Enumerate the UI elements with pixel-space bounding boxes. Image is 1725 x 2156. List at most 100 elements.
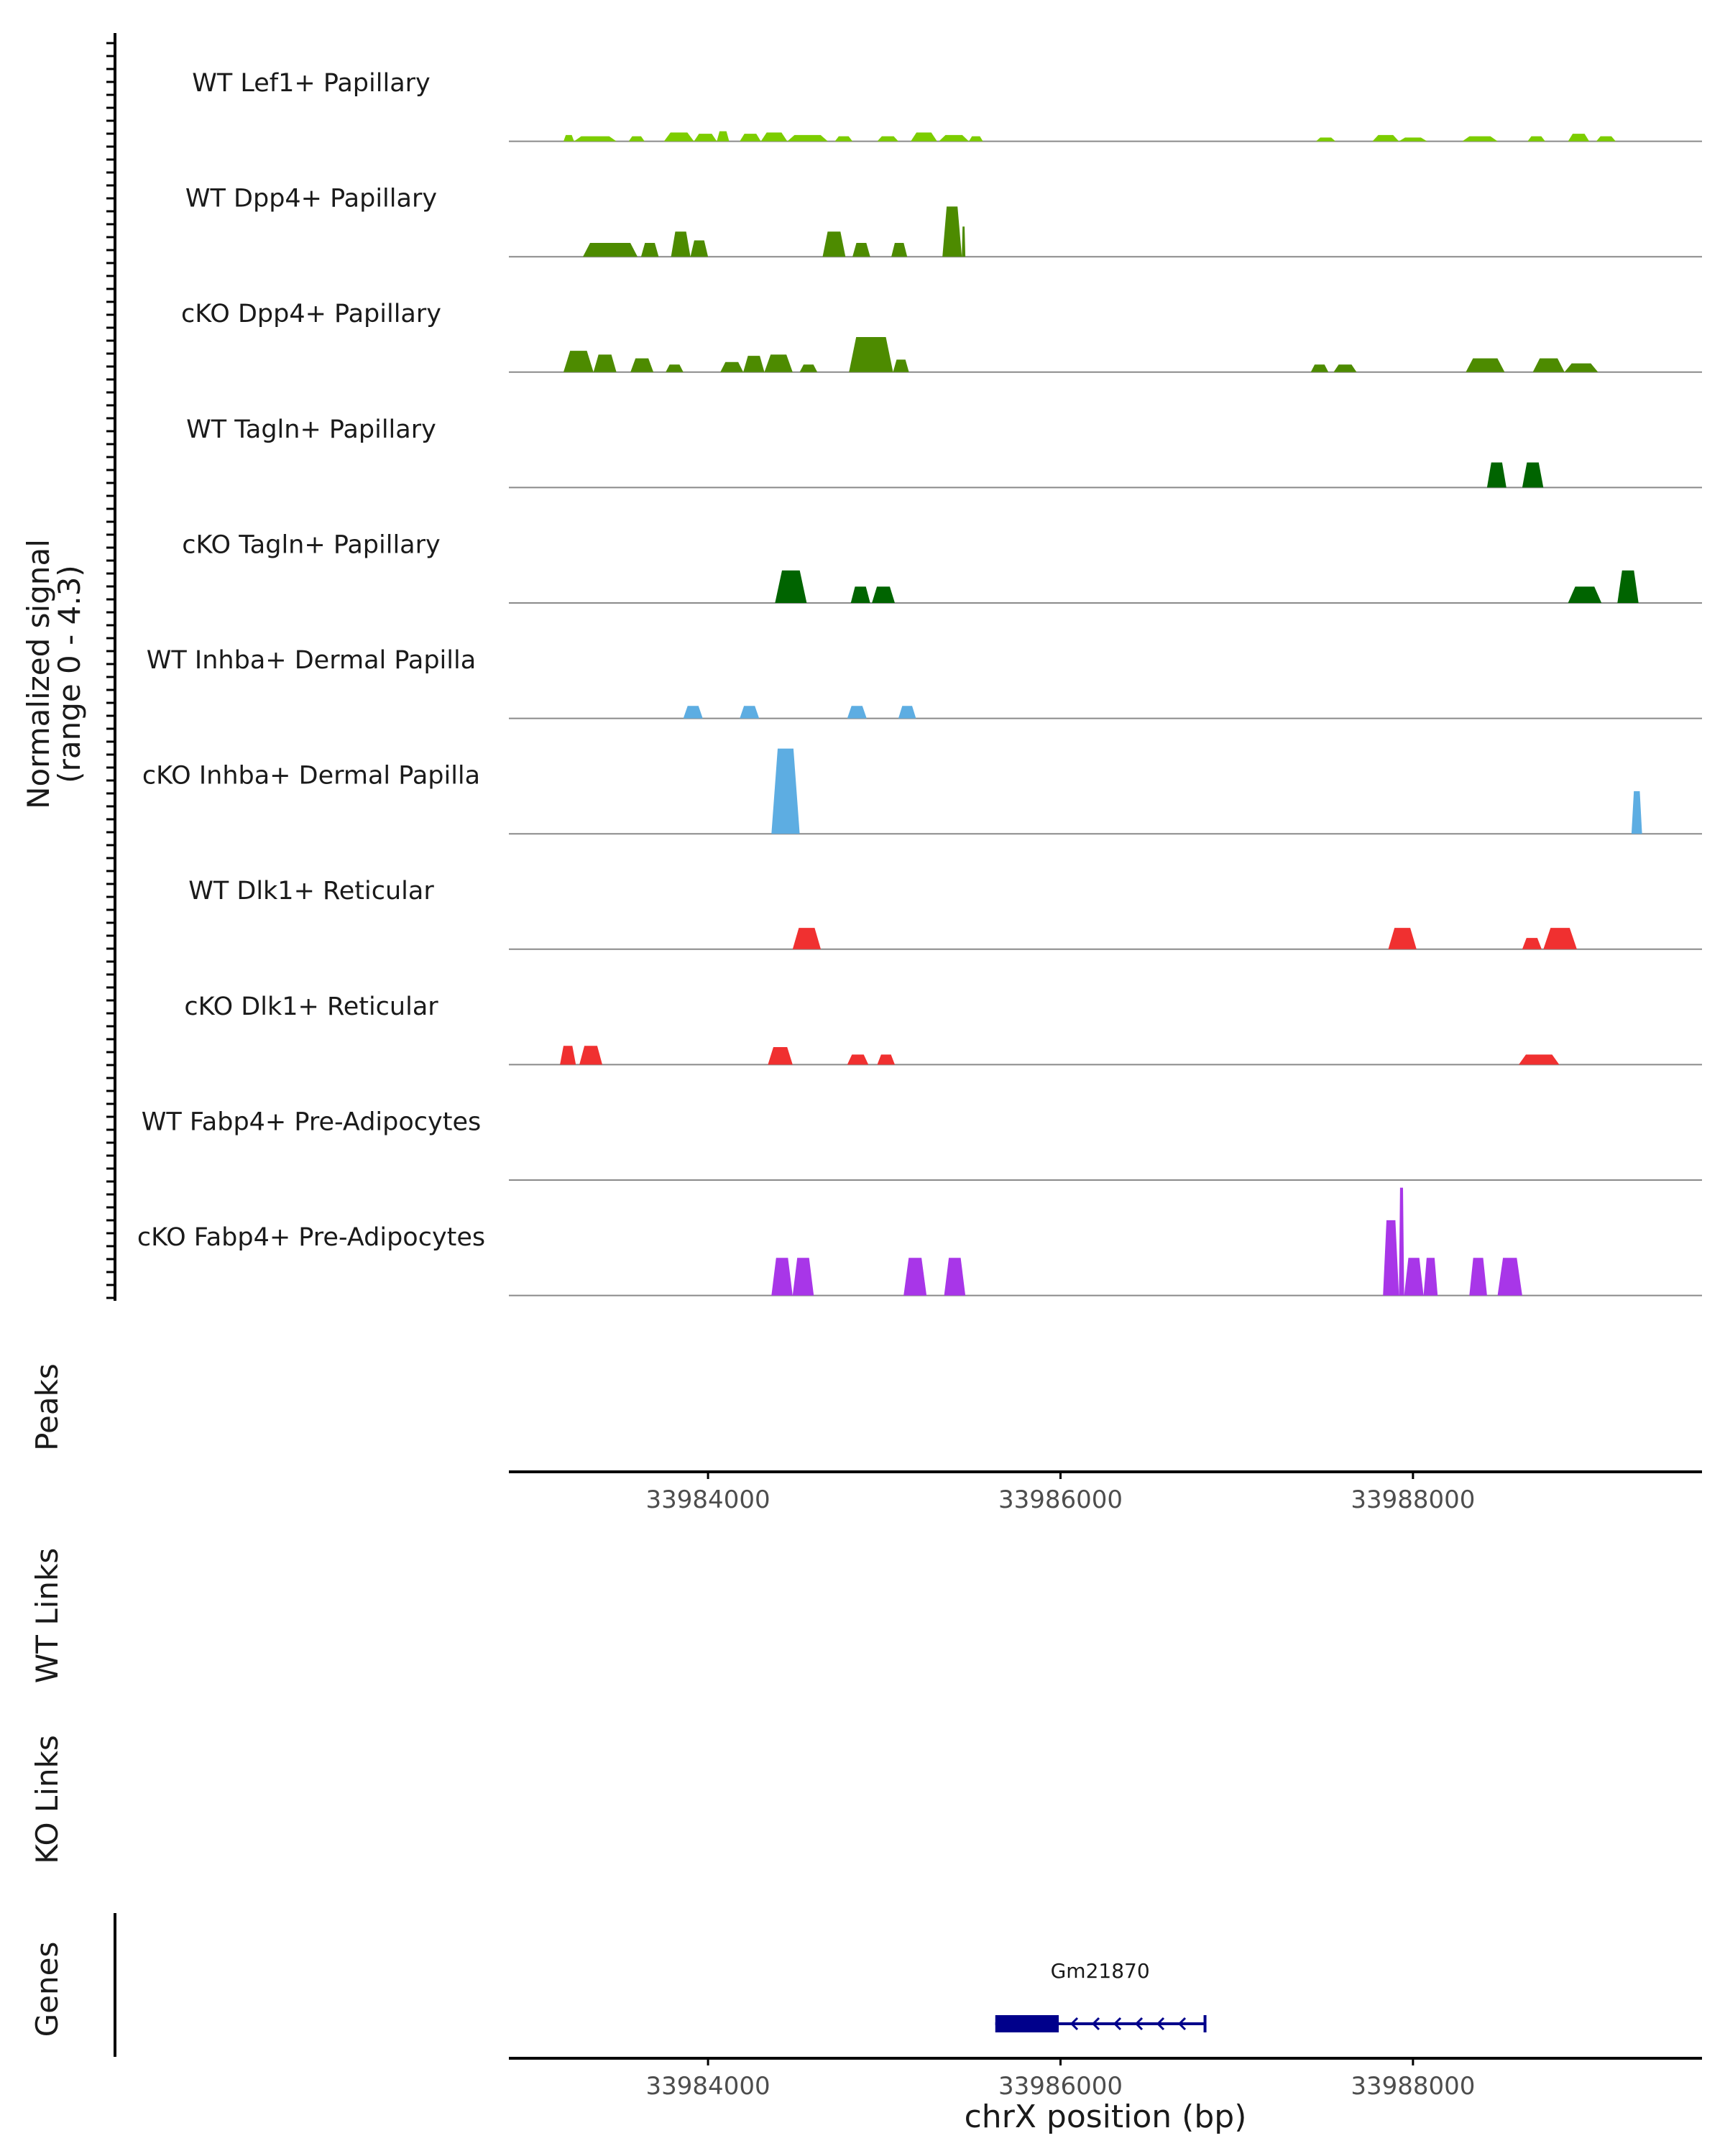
signal-peak bbox=[792, 928, 821, 949]
signal-peak bbox=[877, 136, 898, 142]
signal-peak bbox=[1466, 358, 1505, 372]
signal-peak bbox=[690, 240, 709, 257]
signal-peak bbox=[944, 1258, 966, 1296]
signal-peak bbox=[628, 136, 645, 142]
signal-peak bbox=[822, 231, 846, 257]
gene-strand-arrow bbox=[1113, 2017, 1122, 2031]
signal-peak bbox=[1372, 134, 1399, 142]
x-tick-label: 33988000 bbox=[1351, 1485, 1475, 1514]
signal-peak bbox=[1469, 1258, 1487, 1296]
signal-peak bbox=[1532, 358, 1565, 372]
signal-peak bbox=[720, 361, 744, 372]
genes-panel-label: Genes bbox=[29, 1942, 65, 2037]
signal-peak bbox=[583, 243, 638, 257]
signal-peak bbox=[872, 586, 895, 603]
signal-peak bbox=[775, 570, 807, 603]
signal-peak bbox=[1522, 462, 1544, 488]
signal-peak bbox=[1462, 136, 1498, 142]
signal-peak bbox=[1522, 938, 1542, 949]
x-tick-label: 33986000 bbox=[998, 1485, 1123, 1514]
ko-links-panel-label: KO Links bbox=[29, 1735, 65, 1864]
signal-peak bbox=[1543, 928, 1577, 949]
gene-strand-arrow bbox=[1134, 2017, 1144, 2031]
signal-peak bbox=[630, 358, 654, 372]
genes-track: Gm21870 bbox=[995, 1959, 1207, 2032]
signal-peak bbox=[1564, 363, 1598, 372]
signal-peak bbox=[574, 136, 617, 142]
signal-peak bbox=[560, 1046, 576, 1065]
signal-y-axis-label-line2: (range 0 - 4.3) bbox=[52, 565, 87, 783]
signal-peak bbox=[593, 354, 617, 372]
gene-name: Gm21870 bbox=[1051, 1959, 1150, 1983]
signal-peak bbox=[939, 134, 969, 142]
signal-peak bbox=[1519, 1054, 1560, 1065]
signal-peak bbox=[771, 1258, 793, 1296]
signal-y-axis-ticks bbox=[106, 42, 115, 1299]
signal-peak bbox=[1497, 1258, 1522, 1296]
gene-exon bbox=[995, 2015, 1059, 2032]
signal-peak bbox=[847, 706, 867, 719]
signal-peak bbox=[760, 132, 788, 142]
signal-peak bbox=[671, 231, 691, 257]
signal-peak bbox=[564, 134, 574, 142]
signal-peak bbox=[903, 1258, 927, 1296]
signal-peak bbox=[1631, 791, 1642, 834]
signal-peak bbox=[898, 706, 916, 719]
signal-peak bbox=[1527, 136, 1545, 142]
signal-peak bbox=[911, 132, 937, 142]
signal-peak bbox=[1399, 1187, 1404, 1296]
signal-peak bbox=[942, 206, 962, 257]
x-tick-label: 33988000 bbox=[1351, 2072, 1475, 2101]
track-label: WT Inhba+ Dermal Papilla bbox=[147, 646, 476, 675]
track-labels: WT Lef1+ Papillary WT Dpp4+ Papillary cKO … bbox=[137, 69, 485, 1252]
signal-peak bbox=[717, 131, 730, 142]
signal-peak bbox=[740, 134, 761, 142]
signal-peak bbox=[1568, 586, 1602, 603]
signal-peak bbox=[666, 364, 684, 372]
signal-peak bbox=[1617, 570, 1639, 603]
x-tick-label: 33986000 bbox=[998, 2072, 1123, 2101]
signal-peak bbox=[891, 243, 908, 257]
signal-peak bbox=[694, 134, 717, 142]
signal-y-axis-label-line1: Normalized signal bbox=[21, 539, 56, 809]
signal-peak bbox=[1486, 462, 1506, 488]
x-tick-label: 33984000 bbox=[646, 2072, 770, 2101]
signal-peak bbox=[764, 354, 793, 372]
signal-peak bbox=[1568, 134, 1590, 142]
track-label: cKO Dpp4+ Papillary bbox=[181, 300, 441, 328]
x-tick-label: 33984000 bbox=[646, 1485, 770, 1514]
gene-strand-arrow bbox=[1091, 2017, 1100, 2031]
signal-peak bbox=[852, 243, 870, 257]
signal-peak bbox=[1383, 1220, 1399, 1296]
track-label: WT Tagln+ Papillary bbox=[186, 415, 436, 444]
track-label: cKO Tagln+ Papillary bbox=[182, 530, 441, 559]
peaks-x-axis: 33984000 33986000 33988000 bbox=[646, 1472, 1475, 1514]
gene-strand-arrow bbox=[1177, 2017, 1187, 2031]
signal-peak bbox=[683, 706, 703, 719]
signal-peak bbox=[579, 1046, 602, 1065]
track-label: cKO Inhba+ Dermal Papilla bbox=[142, 762, 480, 791]
signal-peak bbox=[1388, 928, 1417, 949]
signal-peak bbox=[743, 356, 765, 372]
x-axis-title: chrX position (bp) bbox=[965, 2099, 1247, 2135]
signal-peak bbox=[771, 748, 800, 834]
signal-peak bbox=[768, 1047, 793, 1065]
signal-peak bbox=[740, 706, 760, 719]
signal-peak bbox=[969, 136, 983, 142]
genes-x-axis: 33984000 33986000 33988000 bbox=[646, 2058, 1475, 2101]
signal-peak bbox=[787, 134, 828, 142]
signal-peak bbox=[564, 351, 594, 372]
signal-peak bbox=[1333, 364, 1357, 372]
signal-peak bbox=[850, 586, 870, 603]
peaks-panel-label: Peaks bbox=[29, 1363, 65, 1451]
track-label: cKO Fabp4+ Pre-Adipocytes bbox=[137, 1223, 485, 1252]
signal-peak bbox=[849, 337, 893, 372]
signal-peak bbox=[877, 1054, 895, 1065]
signal-peak bbox=[640, 243, 659, 257]
track-label: cKO Dlk1+ Reticular bbox=[184, 992, 438, 1021]
signal-peak bbox=[663, 132, 694, 142]
signal-peak bbox=[1404, 1258, 1424, 1296]
signal-peak bbox=[847, 1054, 869, 1065]
signal-peak bbox=[1310, 364, 1329, 372]
